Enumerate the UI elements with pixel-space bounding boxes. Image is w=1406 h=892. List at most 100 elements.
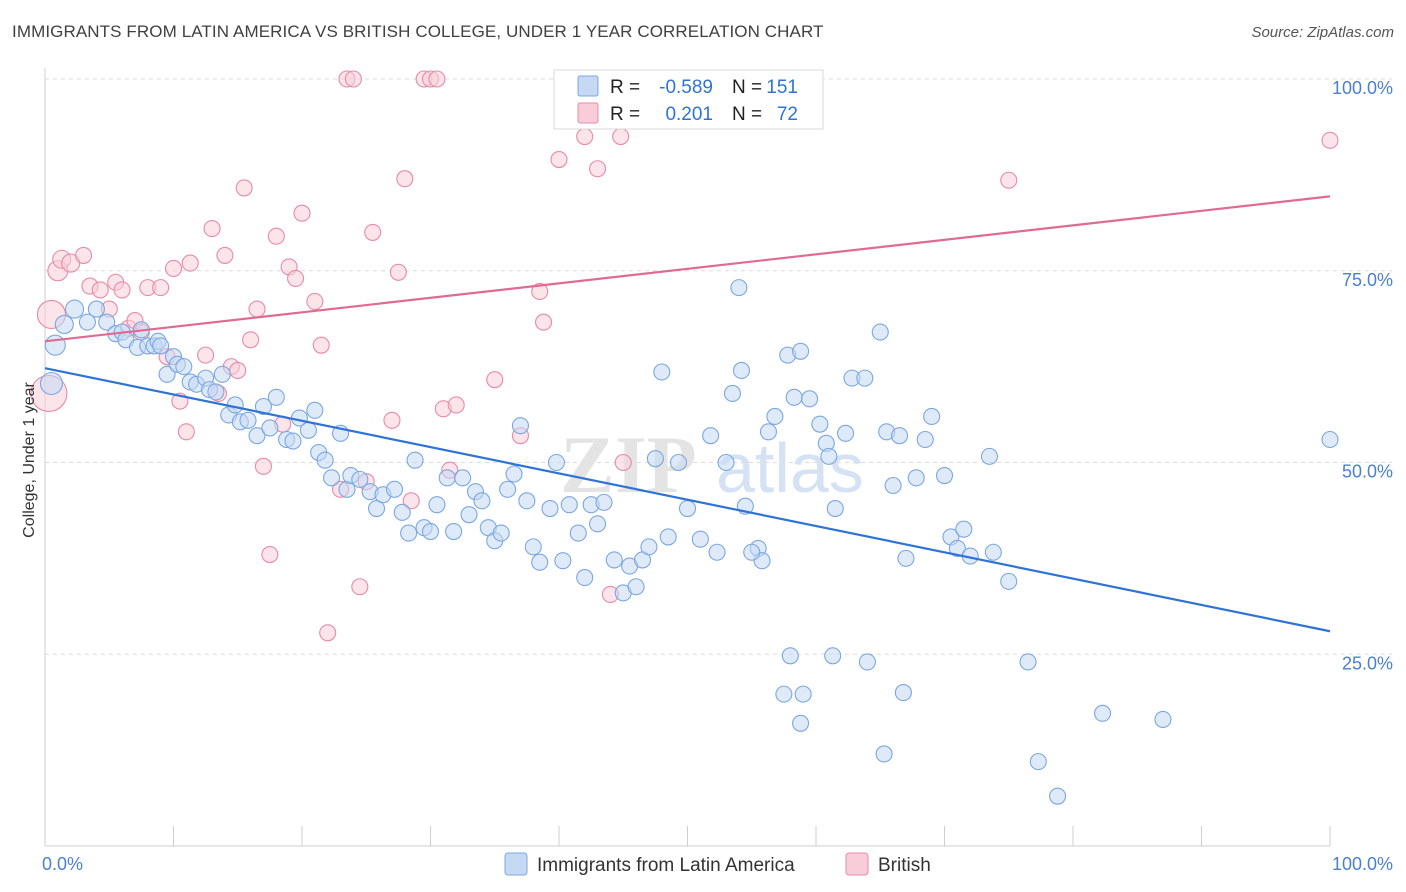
latin-america-point (65, 299, 85, 319)
latin-america-point (1154, 710, 1172, 728)
r-value-pink: 0.201 (665, 104, 713, 125)
latin-america-point (781, 647, 799, 665)
y-tick-label-50: 50.0% (1342, 462, 1393, 482)
latin-america-point (691, 530, 709, 548)
latin-america-point (1029, 753, 1047, 771)
british-point (203, 220, 221, 238)
n-value-blue: 151 (766, 77, 798, 98)
latin-america-point (1000, 572, 1018, 590)
british-point (383, 411, 401, 429)
x-tick-labels: 0.0% 100.0% (42, 854, 1393, 874)
british-point (235, 179, 253, 197)
latin-america-point (316, 451, 334, 469)
latin-america-point (524, 538, 542, 556)
latin-america-point (678, 499, 697, 518)
latin-america-point (454, 469, 472, 487)
latin-america-point (856, 369, 874, 387)
legend-swatch-british (845, 852, 869, 876)
series-legend: Immigrants from Latin America British (504, 852, 931, 876)
y-tick-label-75: 75.0% (1342, 270, 1393, 290)
latin-america-point (955, 520, 973, 538)
british-point (344, 70, 362, 88)
british-point (177, 423, 195, 441)
latin-america-point (1049, 787, 1067, 805)
british-point (91, 281, 109, 299)
british-point (229, 361, 247, 380)
r-value-blue: -0.589 (659, 77, 713, 98)
british-point (164, 259, 183, 277)
british-point (261, 545, 279, 564)
latin-america-point (254, 397, 273, 416)
latin-america-point (78, 313, 96, 331)
latin-america-point (499, 480, 517, 498)
british-point (254, 457, 273, 475)
british-point (61, 253, 81, 273)
latin-america-point (98, 313, 116, 331)
latin-america-point (884, 476, 902, 495)
latin-america-point (511, 417, 530, 435)
x-tick-label-min: 0.0% (42, 854, 83, 874)
latin-america-point (653, 363, 671, 381)
latin-america-point (627, 578, 645, 596)
latin-america-point (213, 365, 231, 383)
latin-america-point (811, 415, 829, 433)
y-tick-label-25: 25.0% (1342, 653, 1393, 673)
stats-legend: R = -0.589 N = 151 R = 0.201 N = 72 (553, 69, 824, 130)
latin-america-point (980, 447, 999, 465)
axes (44, 68, 1331, 847)
latin-america-point (1094, 704, 1112, 722)
latin-america-point (239, 411, 257, 429)
british-point (428, 70, 446, 88)
latin-america-point (605, 551, 623, 569)
latin-america-point (984, 543, 1002, 561)
latin-america-point (421, 522, 440, 541)
british-point (531, 282, 549, 301)
watermark-atlas: atlas (716, 429, 864, 507)
latin-america-point (775, 685, 793, 703)
british-point (293, 204, 311, 222)
latin-america-point (54, 314, 74, 334)
british-point (1321, 131, 1339, 149)
british-point (181, 254, 199, 272)
latin-america-point (541, 499, 559, 518)
british-trend-line (44, 195, 1331, 343)
latin-america-point (393, 503, 411, 521)
british-point (351, 578, 369, 596)
latin-america-point (267, 388, 285, 406)
british-point (535, 313, 553, 331)
british-point (550, 150, 568, 169)
latin-america-point (554, 552, 572, 570)
latin-america-point (669, 453, 688, 472)
latin-america-points (39, 279, 1339, 805)
british-point (312, 336, 330, 354)
latin-america-point (518, 492, 536, 510)
chart-title: IMMIGRANTS FROM LATIN AMERICA VS BRITISH… (12, 22, 824, 41)
british-point (267, 227, 285, 245)
stats-swatch-blue (577, 75, 599, 97)
latin-america-point (460, 506, 478, 524)
british-point (614, 453, 632, 472)
latin-america-point (323, 469, 341, 487)
latin-america-point (723, 384, 742, 403)
latin-america-point (820, 447, 838, 465)
latin-america-point (299, 421, 317, 439)
latin-america-point (367, 499, 386, 518)
legend-label-latin-america: Immigrants from Latin America (537, 855, 795, 876)
latin-america-point (445, 522, 463, 541)
trend-lines (44, 195, 1331, 633)
latin-america-point (659, 528, 677, 546)
latin-america-point (351, 470, 369, 488)
legend-label-british: British (878, 855, 931, 876)
latin-america-point (306, 401, 324, 419)
latin-america-point (152, 337, 170, 355)
british-point (612, 127, 630, 146)
british-point (248, 300, 266, 318)
n-label-pink: N = (732, 104, 762, 125)
latin-america-point (1019, 653, 1037, 671)
latin-america-point (505, 465, 523, 483)
latin-america-point (766, 407, 784, 426)
latin-america-point (531, 553, 549, 571)
latin-america-point (207, 383, 225, 401)
latin-america-point (875, 745, 893, 763)
british-point (447, 396, 465, 414)
